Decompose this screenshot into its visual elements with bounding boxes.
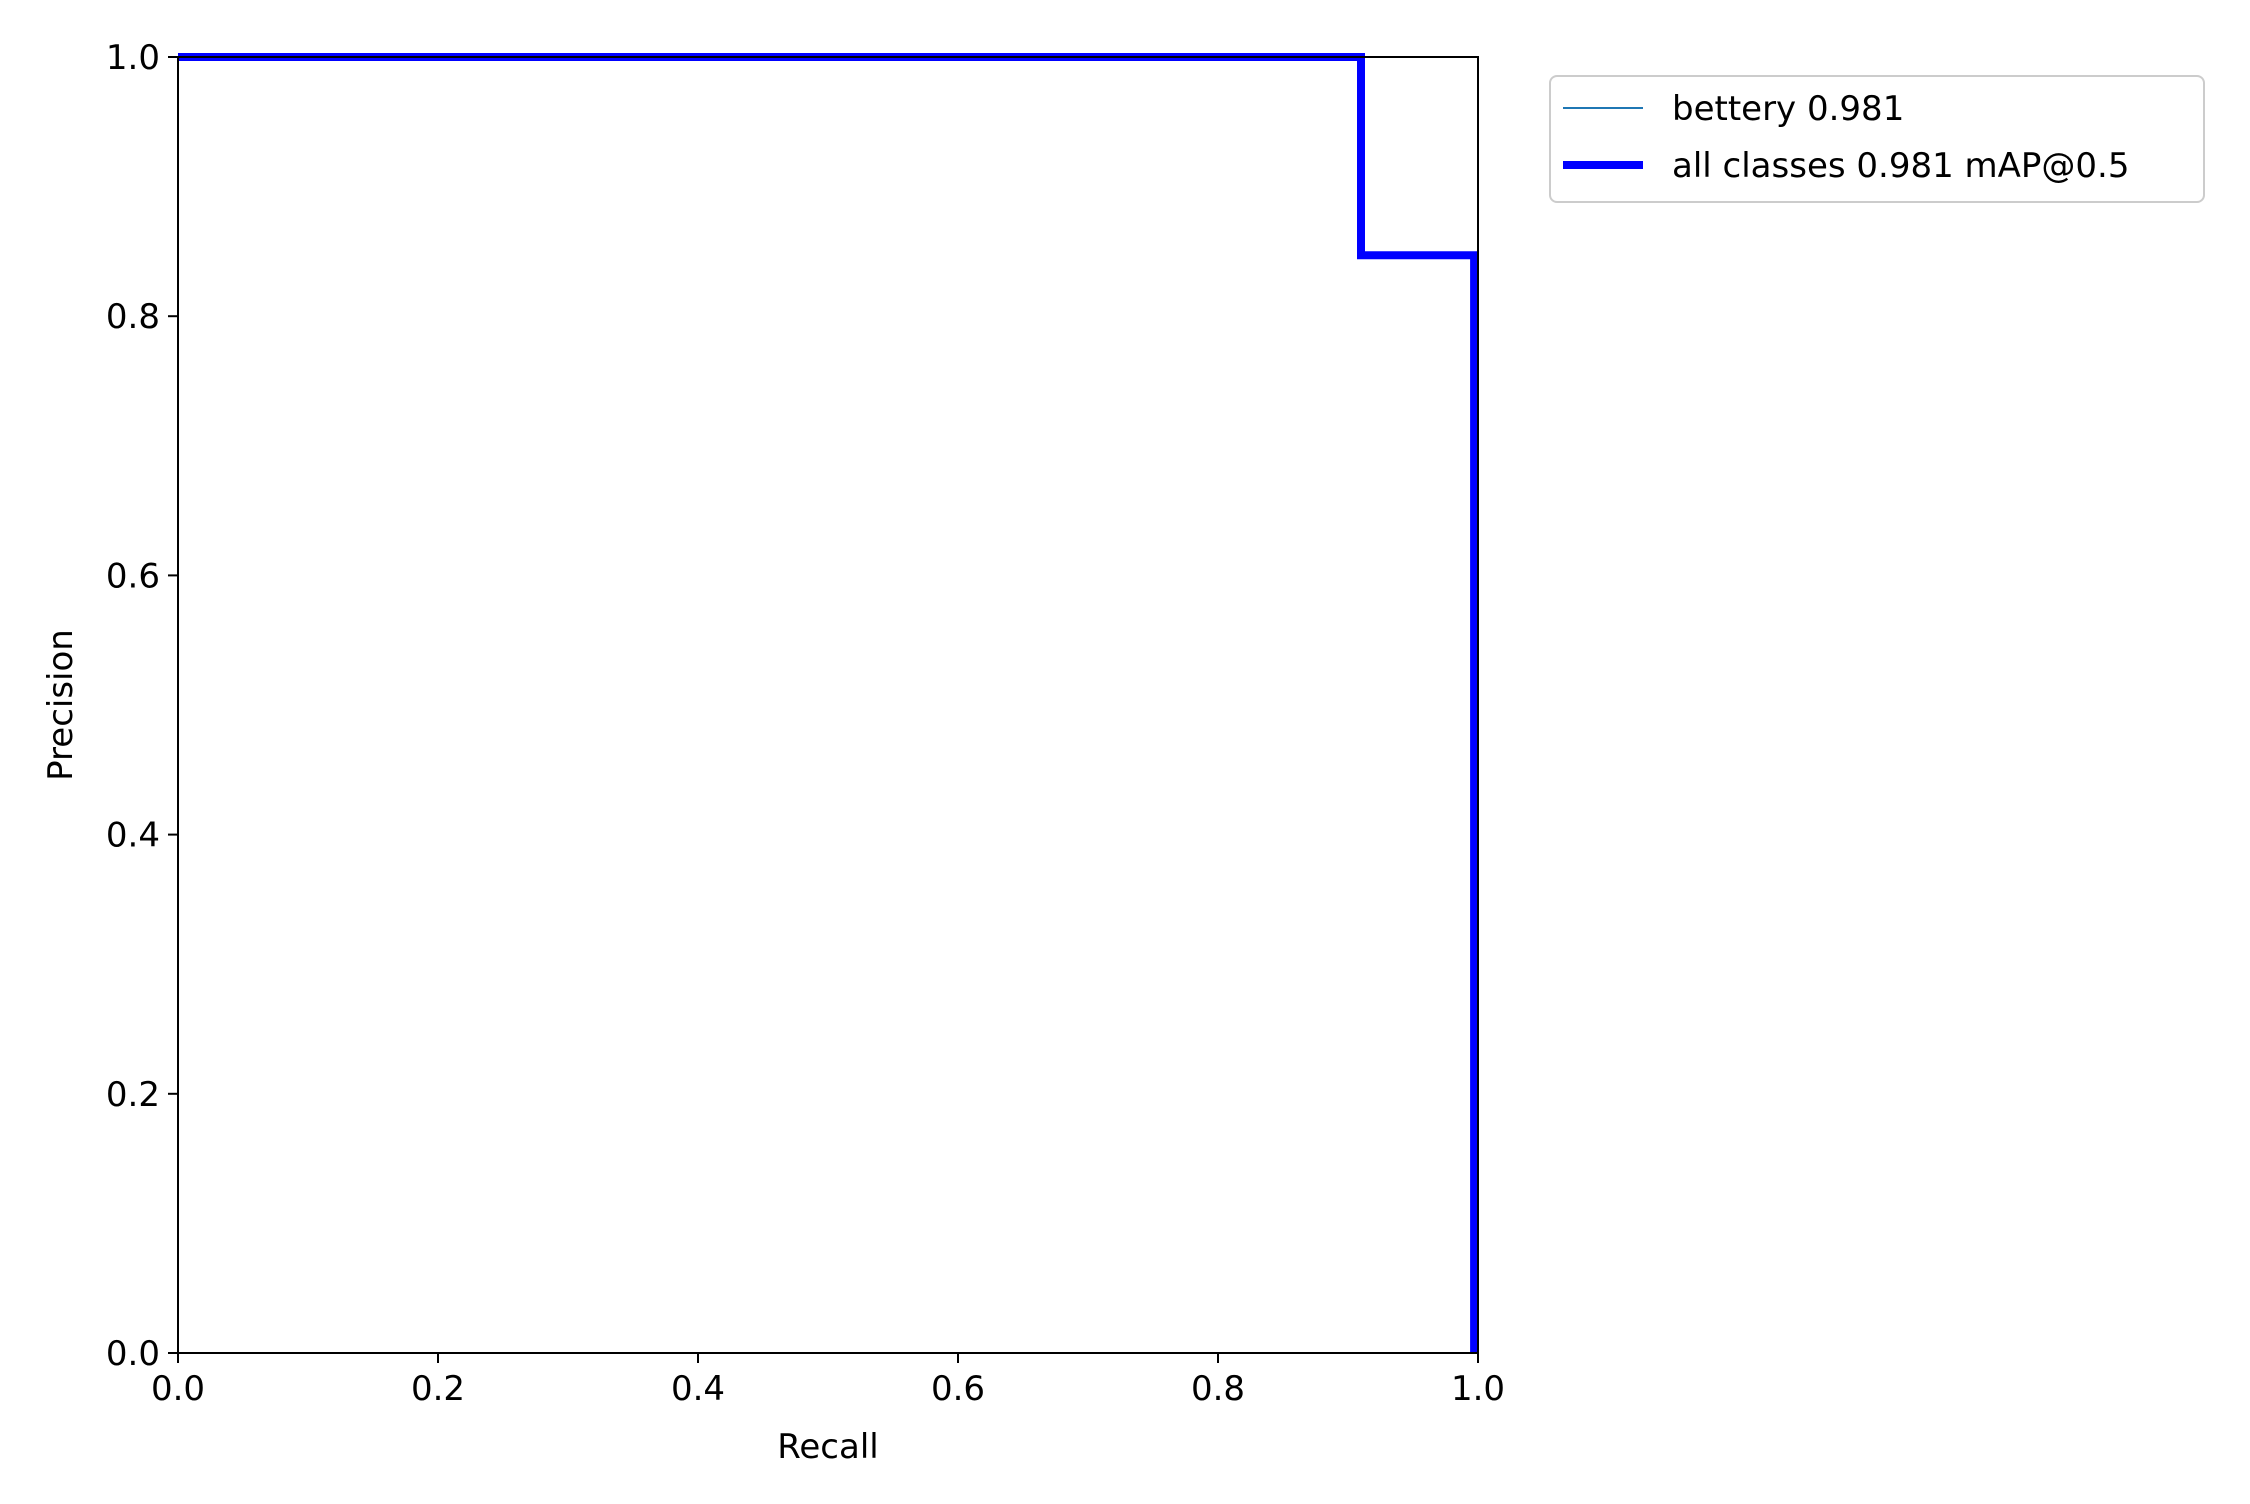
x-tick-label: 0.8 bbox=[1191, 1369, 1245, 1409]
x-tick-label: 0.2 bbox=[411, 1369, 465, 1409]
axes-background bbox=[178, 57, 1478, 1353]
y-axis-label: Precision bbox=[41, 629, 81, 781]
y-tick-label: 0.0 bbox=[106, 1334, 160, 1374]
x-axis-label: Recall bbox=[777, 1427, 878, 1467]
x-axis-ticks: 0.0 0.2 0.4 0.6 0.8 1.0 bbox=[151, 1353, 1505, 1409]
x-tick-label: 0.0 bbox=[151, 1369, 205, 1409]
plot-area bbox=[177, 53, 1479, 1354]
y-axis-ticks: 0.0 0.2 0.4 0.6 0.8 1.0 bbox=[106, 38, 178, 1374]
legend-label-all-classes: all classes 0.981 mAP@0.5 bbox=[1672, 146, 2129, 186]
x-tick-label: 0.6 bbox=[931, 1369, 985, 1409]
y-tick-label: 0.6 bbox=[106, 556, 160, 596]
y-tick-label: 0.4 bbox=[106, 816, 160, 856]
x-tick-label: 1.0 bbox=[1451, 1369, 1505, 1409]
legend-box bbox=[1549, 75, 2205, 203]
y-tick-label: 1.0 bbox=[106, 38, 160, 78]
y-tick-label: 0.8 bbox=[106, 297, 160, 337]
x-tick-label: 0.4 bbox=[671, 1369, 725, 1409]
legend: bettery 0.981 all classes 0.981 mAP@0.5 bbox=[1549, 75, 2205, 203]
axes-frame bbox=[177, 56, 1479, 1354]
y-tick-label: 0.2 bbox=[106, 1075, 160, 1115]
legend-label-bettery: bettery 0.981 bbox=[1672, 89, 1904, 129]
